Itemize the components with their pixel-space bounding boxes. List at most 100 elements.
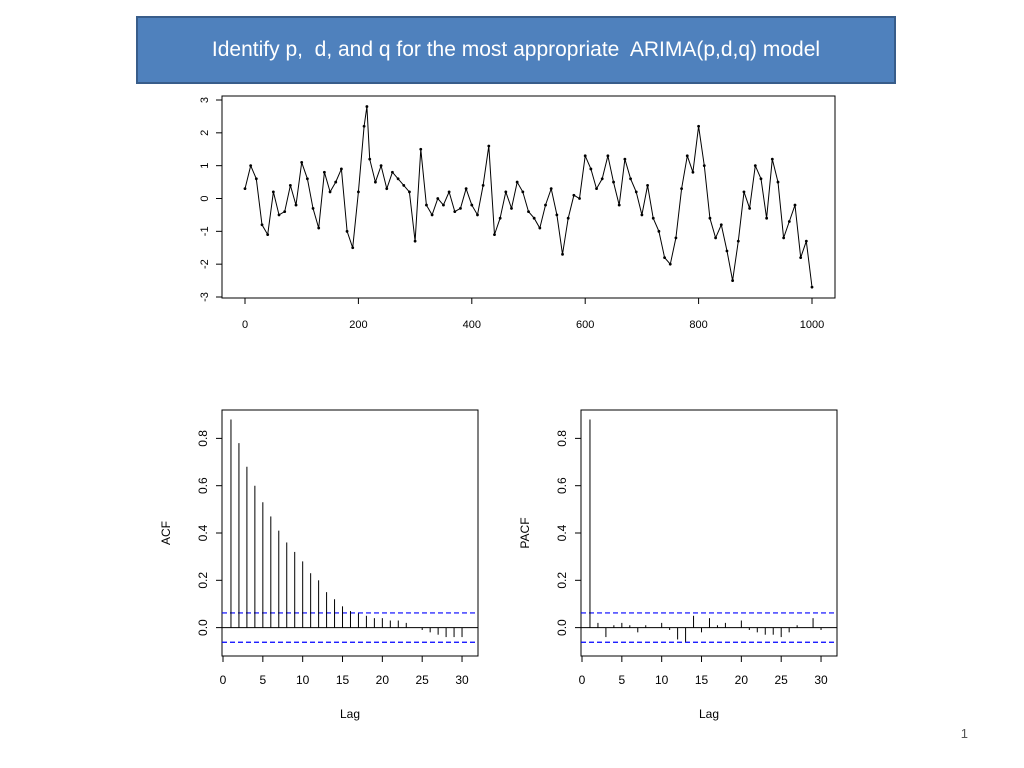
series-point: [311, 206, 315, 210]
series-point: [595, 187, 598, 191]
series-point: [470, 203, 474, 207]
x-tick-label: 30: [814, 673, 828, 687]
series-point: [527, 210, 530, 214]
series-line: [244, 106, 813, 288]
series-point: [300, 160, 304, 164]
series-point: [538, 226, 542, 230]
series-point: [305, 177, 309, 181]
series-point: [583, 154, 587, 158]
y-tick-label: 0.2: [196, 572, 210, 589]
series-point: [753, 164, 757, 168]
series-point: [804, 239, 808, 243]
series-point: [288, 183, 292, 187]
series-point: [549, 187, 553, 191]
series-point: [260, 223, 264, 227]
series-point: [555, 213, 559, 217]
x-tick-label: 20: [735, 673, 749, 687]
series-point: [719, 223, 723, 227]
series-point: [464, 187, 468, 191]
series-point: [351, 246, 355, 250]
y-tick-label: 0.0: [196, 619, 210, 636]
series-point: [459, 206, 462, 210]
series-point: [697, 124, 700, 128]
series-point: [453, 210, 457, 214]
series-point: [674, 236, 678, 240]
series-point: [810, 285, 814, 289]
series-point: [365, 105, 369, 108]
series-point: [254, 177, 258, 181]
series-point: [515, 180, 519, 184]
series-point: [668, 262, 672, 266]
series-point: [510, 206, 513, 210]
series-point: [476, 213, 479, 217]
x-tick-label: 800: [689, 319, 707, 331]
x-axis-label: Lag: [699, 707, 719, 721]
series-point: [413, 239, 417, 243]
series-point: [408, 190, 411, 194]
series-point: [770, 157, 774, 161]
series-point: [328, 190, 332, 194]
x-tick-label: 25: [416, 673, 430, 687]
x-tick-label: 15: [336, 673, 350, 687]
y-axis-label: ACF: [159, 521, 173, 545]
series-point: [487, 144, 491, 148]
x-tick-label: 0: [242, 319, 248, 331]
series-point: [249, 164, 253, 168]
series-point: [776, 180, 780, 184]
series-point: [634, 190, 638, 194]
y-tick-label: 0.8: [555, 430, 569, 447]
series-point: [322, 170, 326, 174]
series-point: [708, 216, 712, 220]
y-tick-label: 0: [199, 195, 211, 201]
series-point: [385, 187, 389, 191]
y-tick-label: -3: [199, 292, 211, 302]
series-point: [481, 183, 485, 187]
series-point: [799, 256, 803, 259]
series-point: [561, 252, 564, 256]
series-point: [651, 216, 655, 220]
series-point: [725, 249, 729, 253]
series-point: [600, 177, 604, 181]
series-point: [368, 157, 372, 161]
series-point: [430, 213, 434, 217]
series-point: [685, 154, 689, 158]
series-point: [391, 170, 394, 174]
series-point: [759, 177, 763, 181]
x-tick-label: 400: [463, 319, 481, 331]
series-point: [521, 190, 525, 194]
x-tick-label: 5: [618, 673, 625, 687]
series-point: [629, 177, 632, 181]
y-axis-label: PACF: [518, 517, 532, 548]
x-tick-label: 200: [349, 319, 367, 331]
x-tick-label: 10: [296, 673, 310, 687]
x-tick-label: 25: [775, 673, 789, 687]
series-point: [266, 233, 270, 237]
series-point: [640, 213, 644, 217]
series-point: [663, 256, 666, 259]
series-point: [277, 213, 281, 217]
series-point: [339, 167, 343, 171]
series-point: [702, 164, 706, 168]
y-tick-label: 0.2: [555, 572, 569, 589]
slide-number: 1: [960, 726, 968, 741]
series-point: [436, 197, 440, 200]
series-point: [680, 187, 683, 191]
series-point: [578, 197, 581, 200]
series-point: [271, 190, 275, 194]
series-point: [657, 229, 661, 233]
series-point: [425, 203, 428, 207]
y-tick-label: 0.4: [555, 524, 569, 541]
y-tick-label: 0.0: [555, 619, 569, 636]
y-tick-label: 0.6: [196, 477, 210, 494]
x-tick-label: 0: [579, 673, 586, 687]
series-point: [793, 203, 797, 207]
series-point: [374, 180, 377, 184]
series-point: [317, 226, 321, 230]
x-tick-label: 20: [376, 673, 390, 687]
series-point: [544, 203, 547, 207]
series-point: [402, 183, 406, 187]
series-point: [362, 124, 366, 128]
series-point: [748, 206, 752, 210]
